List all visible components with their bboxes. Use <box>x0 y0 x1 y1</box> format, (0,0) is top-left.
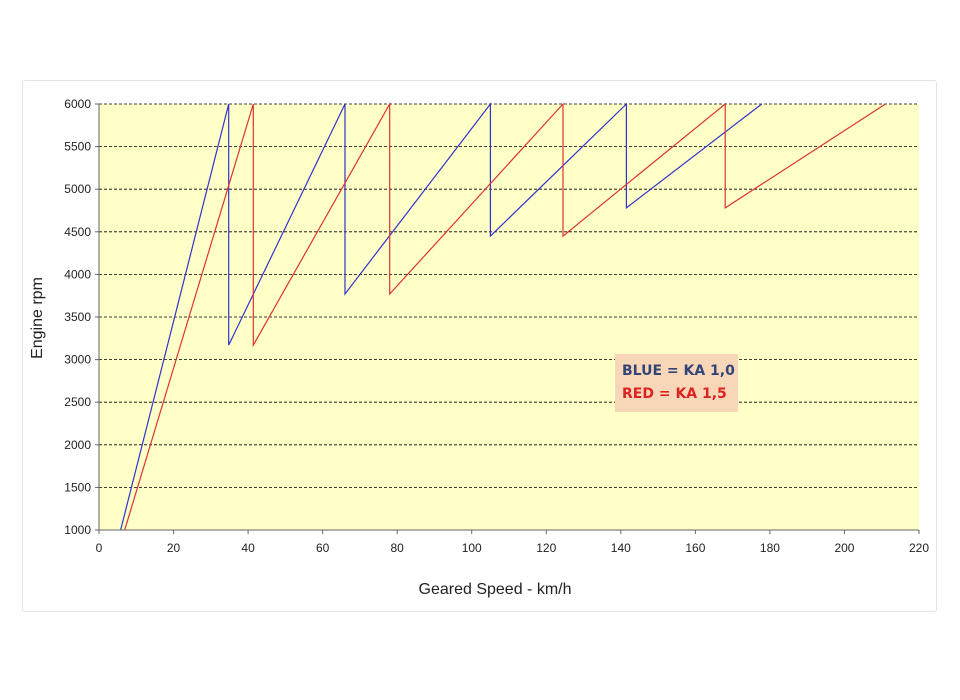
y-tick-label: 4000 <box>64 267 91 281</box>
x-tick-label: 0 <box>96 541 103 555</box>
series-line-blue <box>120 102 763 531</box>
legend: BLUE = KA 1,0 RED = KA 1,5 <box>615 354 738 412</box>
chart-frame <box>22 80 937 612</box>
x-tick-label: 60 <box>316 541 330 555</box>
y-tick-label: 3000 <box>64 353 91 367</box>
series-line-red <box>124 101 886 531</box>
y-tick-label: 5500 <box>64 140 91 154</box>
y-tick-labels: 1000 1500 2000 2500 3000 3500 4000 4500 5000 5500… <box>64 97 99 537</box>
y-axis-title: Engine rpm <box>29 277 46 359</box>
gridlines <box>99 103 919 488</box>
y-tick-label: 1000 <box>64 523 91 537</box>
x-tick-label: 200 <box>834 541 854 555</box>
x-tick-label: 180 <box>760 541 780 555</box>
y-tick-label: 4500 <box>64 225 91 239</box>
x-tick-label: 20 <box>167 541 181 555</box>
x-axis-title: Geared Speed - km/h <box>419 581 572 598</box>
x-tick-label: 100 <box>462 541 482 555</box>
x-tick-label: 220 <box>909 541 929 555</box>
x-tick-labels: 0 20 40 60 80 100 120 140 160 180 200 220 <box>96 530 929 555</box>
y-tick-label: 6000 <box>64 97 91 111</box>
series-lines <box>120 101 886 531</box>
y-tick-label: 2500 <box>64 395 91 409</box>
y-tick-label: 1500 <box>64 480 91 494</box>
legend-entry-red: RED = KA 1,5 <box>622 386 727 402</box>
x-tick-label: 160 <box>685 541 705 555</box>
x-tick-label: 120 <box>536 541 556 555</box>
x-tick-label: 80 <box>391 541 405 555</box>
y-tick-label: 3500 <box>64 310 91 324</box>
y-tick-label: 2000 <box>64 438 91 452</box>
x-tick-label: 40 <box>241 541 255 555</box>
y-tick-label: 5000 <box>64 182 91 196</box>
x-tick-label: 140 <box>611 541 631 555</box>
legend-box <box>615 354 738 412</box>
legend-entry-blue: BLUE = KA 1,0 <box>622 363 735 379</box>
